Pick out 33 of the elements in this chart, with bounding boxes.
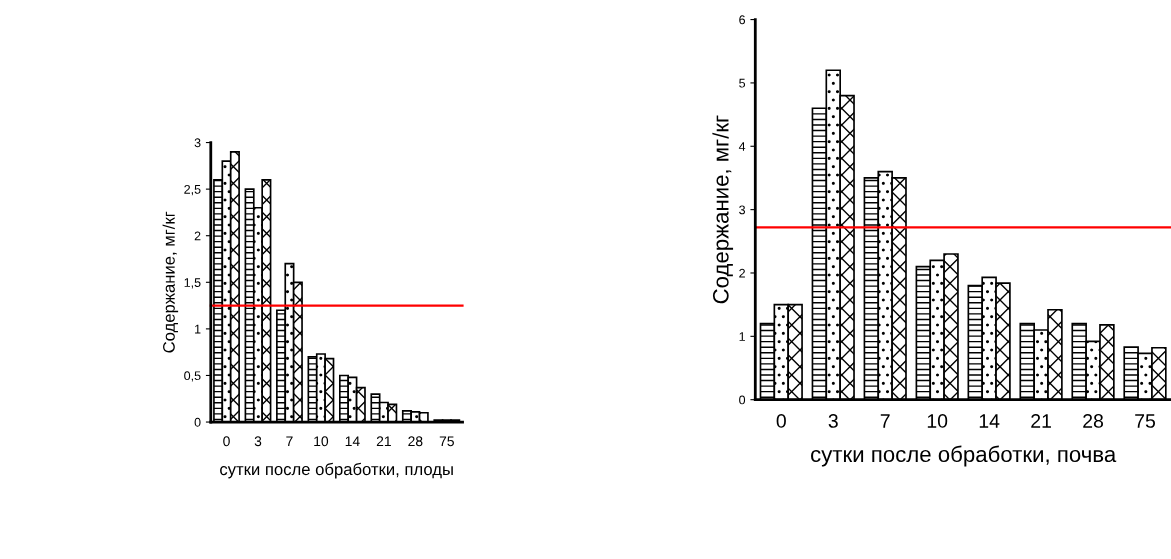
x-tick-label: 75 bbox=[439, 436, 454, 447]
x-tick-label: 28 bbox=[1083, 414, 1104, 428]
x-tick-label: 10 bbox=[314, 436, 329, 447]
y-tick-label: 1 bbox=[195, 324, 201, 334]
y-axis-title: Содержание, мг/кг bbox=[162, 211, 179, 353]
y-tick-label: 0 bbox=[739, 395, 746, 405]
y-tick-label: 2 bbox=[739, 268, 745, 278]
x-tick-label: 10 bbox=[927, 414, 948, 428]
y-tick-label: 4 bbox=[738, 142, 746, 151]
x-axis-title: сутки после обработки, плоды bbox=[220, 462, 453, 479]
y-tick-label: 1,5 bbox=[184, 278, 201, 289]
y-tick-label: 0,5 bbox=[184, 371, 201, 382]
x-tick-label: 0 bbox=[223, 436, 230, 447]
x-tick-label: 7 bbox=[286, 436, 293, 446]
y-tick-label: 2 bbox=[194, 231, 201, 241]
x-tick-label: 3 bbox=[254, 436, 262, 447]
x-tick-label: 21 bbox=[376, 436, 391, 446]
x-tick-label: 28 bbox=[408, 436, 423, 447]
y-tick-label: 3 bbox=[739, 205, 746, 215]
x-tick-label: 7 bbox=[880, 414, 890, 428]
x-tick-label: 14 bbox=[345, 436, 360, 446]
x-tick-label: 75 bbox=[1135, 414, 1156, 428]
x-tick-label: 21 bbox=[1031, 414, 1051, 428]
y-tick-label: 3 bbox=[194, 138, 201, 148]
y-tick-label: 6 bbox=[739, 15, 746, 25]
y-axis-title: Содержание, мг/кг bbox=[712, 115, 734, 304]
x-tick-label: 14 bbox=[979, 414, 1000, 428]
x-tick-label: 0 bbox=[776, 414, 786, 428]
y-tick-label: 1 bbox=[739, 332, 745, 341]
x-axis-title: сутки после обработки, почва bbox=[811, 445, 1117, 467]
y-tick-label: 2,5 bbox=[184, 184, 201, 196]
y-tick-label: 5 bbox=[739, 78, 746, 88]
x-tick-label: 3 bbox=[828, 414, 838, 428]
